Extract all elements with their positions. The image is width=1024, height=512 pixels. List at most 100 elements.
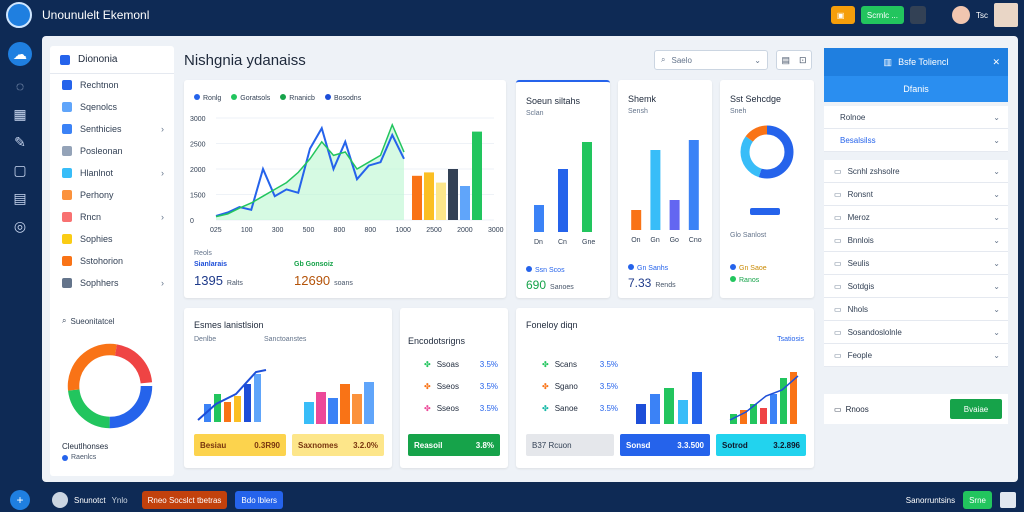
file-icon[interactable]: ▢ [13, 162, 27, 178]
close-icon[interactable]: ✕ [992, 56, 1000, 67]
start-icon[interactable]: + [10, 490, 30, 510]
series-line [215, 122, 405, 218]
x-tick-label: Go [670, 237, 679, 244]
list-item: ✤ Sgano 3.5% [542, 382, 618, 391]
clover-icon: ✤ [424, 382, 431, 391]
chart-bar [534, 205, 544, 232]
mini-bar [316, 392, 326, 424]
right-panel-row[interactable]: ▭ Sosandoslolnle ⌄ [824, 321, 1008, 344]
cloud-icon[interactable]: ☁ [8, 42, 32, 66]
mini-line [729, 375, 799, 421]
x-tick-label: 800 [334, 227, 346, 234]
card-d-stat-sub: Ranos [730, 276, 759, 284]
right-panel-row[interactable]: ▭ Ronsnt ⌄ [824, 183, 1008, 206]
right-panel-row[interactable]: Rolnoe ⌄ [824, 106, 1008, 129]
card-g-cyan-button[interactable]: Sotrod 3.2.896 [716, 434, 806, 456]
sidebar-item-icon [62, 102, 72, 112]
chevron-down-icon: ⌄ [993, 112, 1000, 122]
status-dot-icon [62, 454, 68, 461]
right-panel-row[interactable]: Besalsilss ⌄ [824, 129, 1008, 152]
sidebar-item-icon [62, 168, 72, 178]
sidebar-item[interactable]: Rncn › [50, 206, 174, 228]
bottom-menu-icon[interactable] [1000, 492, 1016, 508]
copy-icon[interactable]: ▤ [781, 54, 790, 65]
card-main-chart: Ronlg Goratsols Rnanicb Bosodns 3000 2500 200… [184, 80, 506, 298]
search-icon: ⌕ [661, 55, 666, 64]
user-label: Tsc [976, 10, 988, 20]
sidebar-item[interactable]: Perhony [50, 184, 174, 206]
profile-photo[interactable] [994, 3, 1018, 27]
settings-icon[interactable]: ◎ [13, 218, 27, 234]
card-f-green-button[interactable]: Reasoil 3.8% [408, 434, 500, 456]
x-tick-label: On [631, 237, 640, 244]
legend-item: Bosodns [324, 94, 361, 102]
sidebar-item[interactable]: Sqenolcs [50, 96, 174, 118]
toolbar-icons[interactable]: ▤ ⊡ [776, 50, 812, 70]
row-icon: ▭ [834, 166, 842, 176]
status-button[interactable]: Scrnlc ... [860, 6, 904, 24]
sidebar-item[interactable]: Hlanlnot › [50, 162, 174, 184]
document-icon[interactable]: ▤ [13, 190, 27, 206]
right-panel-row[interactable]: ▭ Scnhl zshsolre ⌄ [824, 160, 1008, 183]
chart-bar [460, 186, 470, 220]
expand-icon[interactable]: ⊡ [798, 54, 807, 65]
card-g-grey-button[interactable]: B37 Rcuon [526, 434, 614, 456]
card-g-title: Foneloy diqn [526, 320, 578, 330]
series-line [215, 125, 405, 217]
sidebar-item[interactable]: Posleonan [50, 140, 174, 162]
top-bar: Unounulelt Ekemonl ▣ Scrnlc ... Tsc [0, 0, 1024, 30]
sidebar-item[interactable]: Sophies [50, 228, 174, 250]
chevron-down-icon: ⌄ [993, 304, 1000, 314]
chevron-right-icon: › [161, 212, 164, 222]
apply-button[interactable]: Bvaiae [950, 399, 1002, 419]
right-panel-subheader[interactable]: Dfanis [824, 76, 1008, 102]
sidebar-item[interactable]: Sophhers › [50, 272, 174, 294]
sidebar-item[interactable]: Sstohorion [50, 250, 174, 272]
settings-toggle[interactable] [910, 6, 926, 24]
mini-bar [304, 402, 314, 424]
grid-icon[interactable]: ▦ [13, 106, 27, 122]
right-panel-row[interactable]: ▭ Sotdgis ⌄ [824, 275, 1008, 298]
card-e-title: Esmes lanistlsion [194, 320, 264, 330]
sidebar-bottom-label: Cleutlhonses [62, 442, 109, 451]
right-panel-row[interactable]: ▭ Feople ⌄ [824, 344, 1008, 367]
bottom-right-button[interactable]: Srne [963, 491, 992, 509]
chat-icon[interactable]: ◌ [15, 78, 25, 94]
card-g-link[interactable]: Tsatiosis [777, 336, 804, 343]
card-e-yellow-button-2[interactable]: Saxnomes 3.2.0% [292, 434, 384, 456]
bottom-button-1[interactable]: Rneo Socslct tbetras [141, 491, 228, 509]
bottom-button-2[interactable]: Bdo lblers [235, 491, 283, 509]
card-g-blue-button[interactable]: Sonsd 3.3.500 [620, 434, 710, 456]
folder-icon [60, 54, 70, 65]
app-logo-icon[interactable] [6, 2, 32, 28]
mini-bar [678, 400, 688, 424]
x-tick-label: Gne [582, 239, 595, 246]
sidebar-item[interactable]: Senthicies › [50, 118, 174, 140]
x-tick-label: 1000 [395, 227, 411, 234]
right-panel-row[interactable]: ▭ Bnnlois ⌄ [824, 229, 1008, 252]
y-tick-label: 3000 [190, 116, 206, 123]
chevron-down-icon: ⌄ [993, 166, 1000, 176]
sidebar-item[interactable]: Rechtnon [50, 74, 174, 96]
right-panel-row[interactable]: ▭ Nhols ⌄ [824, 298, 1008, 321]
avatar[interactable] [952, 6, 970, 24]
chart-bar [631, 210, 642, 230]
list-item: ✤ Sanoe 3.5% [542, 404, 618, 413]
right-panel-header: ▥ Bsfe Toliencl ✕ [824, 48, 1008, 76]
tag-icon[interactable]: ✎ [14, 134, 26, 150]
mini-bar [328, 398, 338, 424]
donut-segment-orange [67, 343, 153, 429]
user-avatar[interactable] [52, 492, 68, 508]
card-e-yellow-button[interactable]: Besiau 0.3R90 [194, 434, 286, 456]
row-icon: ▭ [834, 235, 842, 245]
right-panel-row[interactable]: ▭ Seulis ⌄ [824, 252, 1008, 275]
chart-icon: ▥ [883, 56, 893, 67]
sidebar-search[interactable]: ⌕ Sueonitatcel [62, 316, 115, 326]
app-title: Unounulelt Ekemonl [42, 8, 150, 22]
chevron-right-icon: › [161, 278, 164, 288]
right-panel: ▥ Bsfe Toliencl ✕ Dfanis Rolnoe ⌄ Besalsil… [824, 48, 1008, 478]
main-line-chart: 3000 2500 2000 1500 0 025 100 300 500 800 800 1000 2… [190, 116, 504, 234]
notification-button[interactable]: ▣ [830, 6, 855, 24]
search-input[interactable]: ⌕ Saelo ⌄ [654, 50, 768, 70]
right-panel-row[interactable]: ▭ Meroz ⌄ [824, 206, 1008, 229]
